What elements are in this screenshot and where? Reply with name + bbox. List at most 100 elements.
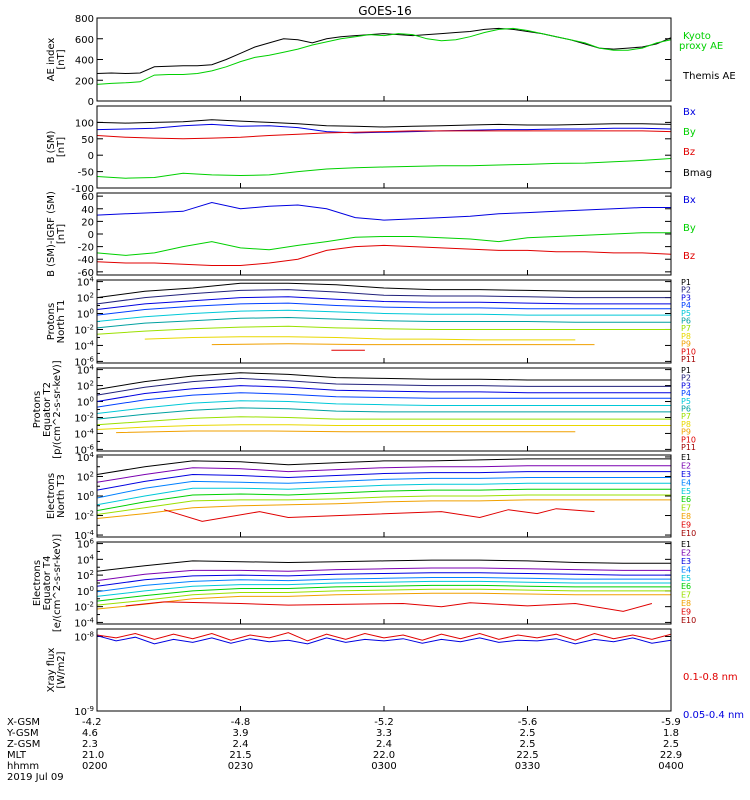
series-e2 (96, 465, 671, 483)
series-p1 (96, 372, 671, 390)
legend-p1: P1 (681, 278, 691, 287)
series-e9 (163, 508, 595, 522)
legend-bx: Bx (683, 195, 696, 206)
x-row-label-y-gsm: Y-GSM (6, 728, 39, 739)
series-bx (96, 201, 671, 221)
x-row-label-mlt: MLT (7, 750, 27, 761)
series-p9 (211, 343, 595, 346)
x-tick-value: 2.5 (520, 739, 536, 750)
series-e1 (96, 559, 671, 572)
series-p3 (96, 296, 671, 310)
series-p5 (96, 309, 671, 322)
x-tick-value: 2.4 (233, 739, 249, 750)
legend-p6: P6 (681, 317, 691, 326)
legend-p10: P10 (681, 435, 696, 444)
y-axis-label: [e/(cm^2-s-sr-keV)] (52, 534, 63, 632)
panel-2: -100 -50 0 50 100 B (SM) [nT] Bx By Bz Bmag (46, 105, 712, 195)
y-tick-label: 600 (75, 35, 94, 46)
legend-e7: E7 (681, 591, 691, 600)
series-e2 (96, 567, 671, 582)
legend-e3: E3 (681, 557, 691, 566)
x-tick-value: 0300 (371, 761, 396, 772)
x-tick-value: -5.2 (374, 717, 394, 728)
legend-themis-ae: Themis AE (682, 71, 736, 82)
panel-frame (96, 17, 672, 102)
y-tick-label: 0 (88, 230, 94, 241)
series-e9 (125, 601, 653, 612)
series-by (96, 232, 671, 256)
y-tick-label: 10-2 (74, 411, 94, 424)
legend-p2: P2 (681, 374, 691, 383)
legend-e1: E1 (681, 453, 691, 462)
y-tick-label: 10-4 (74, 427, 94, 440)
x-tick-value: 2.5 (663, 739, 679, 750)
y-axis-label: North T3 (56, 474, 67, 518)
y-tick-label: -100 (71, 184, 94, 195)
x-tick-value: -5.6 (518, 717, 538, 728)
x-tick-value: 3.3 (376, 728, 392, 739)
series-p2 (96, 289, 671, 305)
legend-bz: Bz (683, 251, 695, 262)
y-axis-label: Electrons (46, 473, 57, 519)
y-axis-label: Protons (32, 391, 43, 428)
x-tick-value: -5.9 (661, 717, 681, 728)
y-tick-label: 104 (77, 364, 95, 377)
x-axis-table: X-GSM -4.2 -4.8 -5.2 -5.6 -5.9Y-GSM 4.6 3.9 3.3 2… (6, 717, 684, 783)
x-tick-value: 21.5 (229, 750, 251, 761)
legend-p8: P8 (681, 332, 691, 341)
series-p8 (144, 336, 576, 341)
series-p9 (116, 430, 576, 434)
series-e5 (96, 482, 671, 506)
series-e6 (96, 584, 671, 602)
y-tick-label: 10-2 (74, 601, 94, 614)
y-tick-label: 60 (81, 192, 94, 203)
y-tick-label: 200 (75, 76, 94, 87)
series-e1 (96, 458, 671, 475)
legend-e1: E1 (681, 540, 691, 549)
legend-proxy-ae: proxy AE (679, 41, 723, 52)
legend-e5: E5 (681, 487, 691, 496)
legend-p10: P10 (681, 347, 696, 356)
series-bz (96, 130, 672, 140)
legend-p9: P9 (681, 340, 691, 349)
legend-p2: P2 (681, 286, 691, 295)
y-tick-label: -40 (78, 255, 94, 266)
legend-p1: P1 (681, 366, 691, 375)
x-row-label-z-gsm: Z-GSM (7, 739, 40, 750)
legend-0-1-0-8-nm: 0.1-0.8 nm (683, 672, 738, 683)
panel-frame (96, 192, 672, 276)
panel-6: 10-4 10-2 100 102 104 Electrons North T3 E1E2E3… (46, 451, 696, 542)
series-p4 (96, 302, 671, 316)
legend-e4: E4 (681, 478, 691, 487)
series-p3 (96, 385, 671, 402)
y-tick-label: 104 (77, 553, 95, 566)
legend-e7: E7 (681, 504, 691, 513)
series-proxy-ae (96, 27, 672, 85)
legend-p4: P4 (681, 301, 691, 310)
legend-e10: E10 (681, 616, 696, 625)
y-tick-label: -60 (78, 268, 94, 279)
x-tick-value: 2.3 (82, 739, 98, 750)
legend-0-05-0-4-nm: 0.05-0.4 nm (683, 710, 744, 721)
y-tick-label: 102 (77, 569, 94, 582)
legend-e4: E4 (681, 565, 691, 574)
date-label: 2019 Jul 09 (7, 772, 64, 783)
series-p8 (96, 424, 671, 430)
series-e4 (96, 477, 671, 499)
y-tick-label: 100 (77, 585, 94, 598)
y-tick-label: 10-9 (74, 705, 94, 718)
panel-8: 10-9 10-8 Xray flux [W/m2] 0.1-0.8 nm 0.05-0.… (46, 628, 744, 721)
y-tick-label: -50 (78, 168, 94, 179)
series-by (96, 158, 672, 179)
x-tick-value: 1.8 (663, 728, 679, 739)
series-e6 (96, 488, 671, 512)
series-e7 (96, 588, 671, 606)
legend-e5: E5 (681, 574, 691, 583)
series-p7 (96, 416, 671, 426)
legend-bz: Bz (683, 147, 695, 158)
series-bmag (96, 119, 672, 128)
legend-e6: E6 (681, 582, 691, 591)
y-tick-label: 50 (81, 135, 94, 146)
y-tick-label: 106 (77, 538, 95, 551)
